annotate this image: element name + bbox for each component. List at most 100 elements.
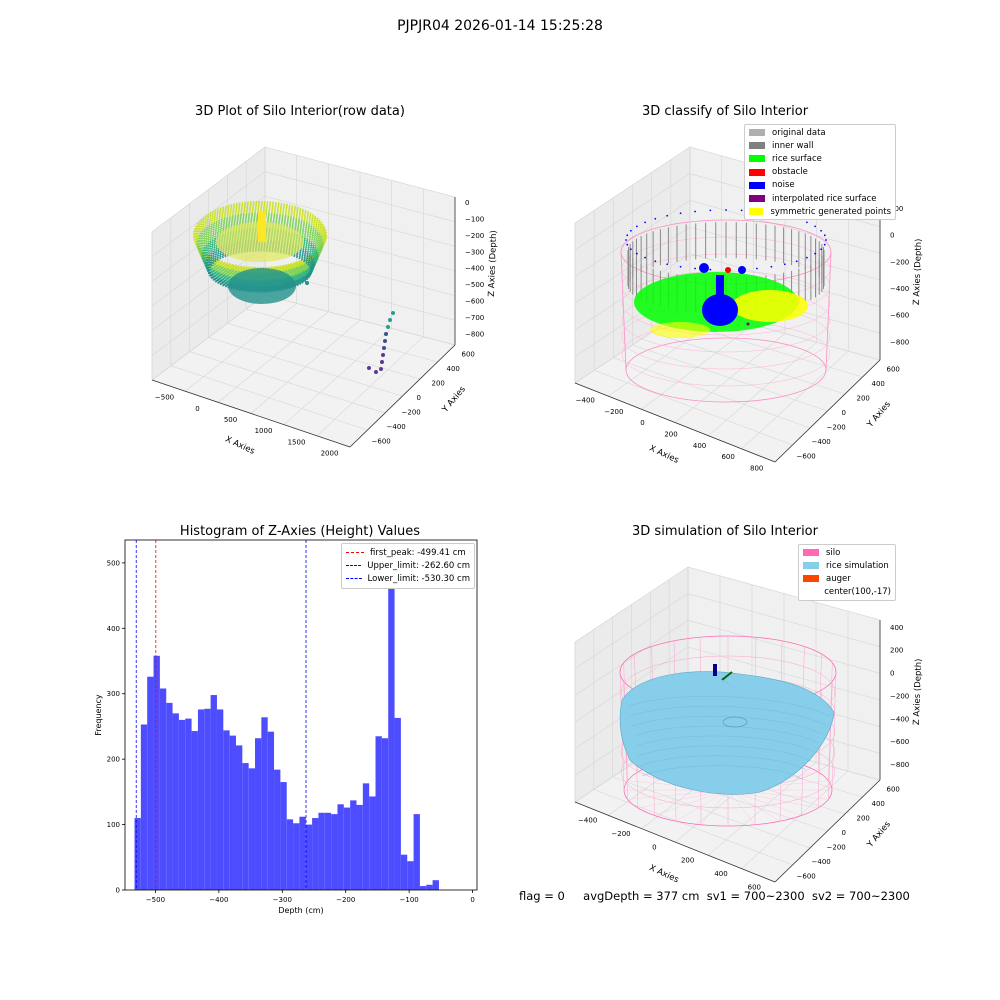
p4-silo-floor-spoke [654,789,729,816]
p2-noise-dot [823,243,826,246]
p2-xtick: 0 [640,419,644,427]
p1-ztick: −800 [465,330,484,338]
p4-y-axis [774,779,881,883]
p1-grid [316,336,424,437]
classify-legend: original data inner wall rice surface obsta… [744,124,896,221]
p2-x-axis [574,382,776,463]
histogram-ytick-label: 500 [107,559,120,567]
p2-ytick: −200 [827,424,846,432]
p2-xtick: 400 [693,442,706,450]
p4-ylabel: Y Axies [865,819,893,850]
panel2-title: 3D classify of Silo Interior [641,104,809,119]
p2-classified-cloud [620,209,832,403]
histogram-bar [261,717,268,890]
p4-ztick: −400 [890,715,909,723]
legend-swatch [749,168,765,176]
panel1-title: 3D Plot of Silo Interior(row data) [195,104,405,119]
histogram-bar [356,804,363,890]
p4-silo-floor-spoke [727,789,756,825]
histogram-bar [419,886,427,890]
p1-ytick: 400 [447,365,460,373]
histogram-xtick-label: −100 [400,896,419,904]
p2-xtick: −400 [576,397,595,405]
panel4-title: 3D simulation of Silo Interior [632,524,818,539]
p1-xtick: 0 [195,405,199,413]
p1-ytick: −200 [402,409,421,417]
p4-ytick: −200 [827,844,846,852]
p2-ytick: 200 [857,394,870,402]
histogram-bar [280,782,287,890]
legend-label: center(100,-17) [824,587,891,598]
panel3-title: Histogram of Z-Axies (Height) Values [179,524,421,539]
histogram-xtick-label: −400 [209,896,228,904]
p2-noise-dot [806,221,808,224]
p2-noise-dot [694,210,696,213]
p2-xlabel: X Axies [648,444,681,467]
p1-ring-layer [207,249,313,293]
p2-noise-dot [783,263,786,266]
histogram-xtick-label: −300 [273,896,292,904]
p2-noise-dot [679,212,682,215]
p1-outlier-point [381,353,385,357]
histogram-bar [147,676,154,890]
p2-xtick: 800 [750,464,763,472]
histogram-bar [305,824,313,890]
histogram-bar [229,735,236,890]
legend-entry: center(100,-17) [799,586,895,599]
histogram-bar [242,763,249,890]
p4-ztick: 400 [890,624,903,632]
histogram-bar [299,816,306,890]
legend-swatch [749,142,765,150]
histogram-bar [172,713,179,890]
histogram-xtick-label: 0 [470,896,474,904]
legend-entry: first_peak: -499.41 cm [342,546,474,559]
p4-grid [741,770,849,869]
p2-noise-dot [820,248,823,251]
histogram-xtick-label: −200 [336,896,355,904]
p1-peak [258,212,266,242]
figure-suptitle: PJPJR04 2026-01-14 15:25:28 [397,18,603,34]
legend-entry: original data [745,126,895,139]
p4-ztick: 200 [890,647,903,655]
p2-noise-dot [814,225,817,228]
histogram-bar [324,812,332,890]
histogram-bar [350,800,357,890]
p2-noise-dot [644,221,646,224]
p2-ytick: −600 [797,453,816,461]
legend-label: original data [772,127,826,138]
p2-noise-dot [740,268,743,271]
p2-noise-dot [635,225,638,228]
legend-entry: interpolated rice surface [745,192,895,205]
p2-noise-dot [795,260,798,263]
p4-grid [687,566,881,621]
p4-xtick: 200 [681,857,694,865]
legend-entry: rice simulation [799,559,895,572]
p2-symmetric-points [650,322,710,338]
histogram-bar [426,884,433,890]
histogram-bar [369,796,376,890]
histogram-xtick-label: −500 [146,896,165,904]
p2-ytick: 600 [887,365,900,373]
p4-auger [721,671,733,681]
p4-ytick: 600 [887,785,900,793]
histogram-ytick-label: 0 [116,887,120,895]
histogram-bar [394,717,401,890]
legend-swatch [749,155,765,163]
p2-noise-dot [679,265,682,268]
histogram-bar [210,695,217,890]
p1-outlier-point [367,366,371,370]
legend-label: first_peak: -499.41 cm [370,547,466,558]
legend-label: inner wall [772,140,814,151]
p2-grid [741,350,849,450]
flag-text: flag = 0 [519,889,565,903]
p2-ztick: −400 [890,285,909,293]
legend-entry: Upper_limit: -262.60 cm [342,559,474,572]
p2-noise-dot [756,267,758,270]
histogram-bar [337,804,344,890]
p4-xtick: −400 [578,817,597,825]
p2-noise [699,263,709,273]
legend-entry: noise [745,179,895,192]
p2-zlabel: Z Axies (Depth) [912,238,924,305]
p2-noise-dot [626,234,629,237]
